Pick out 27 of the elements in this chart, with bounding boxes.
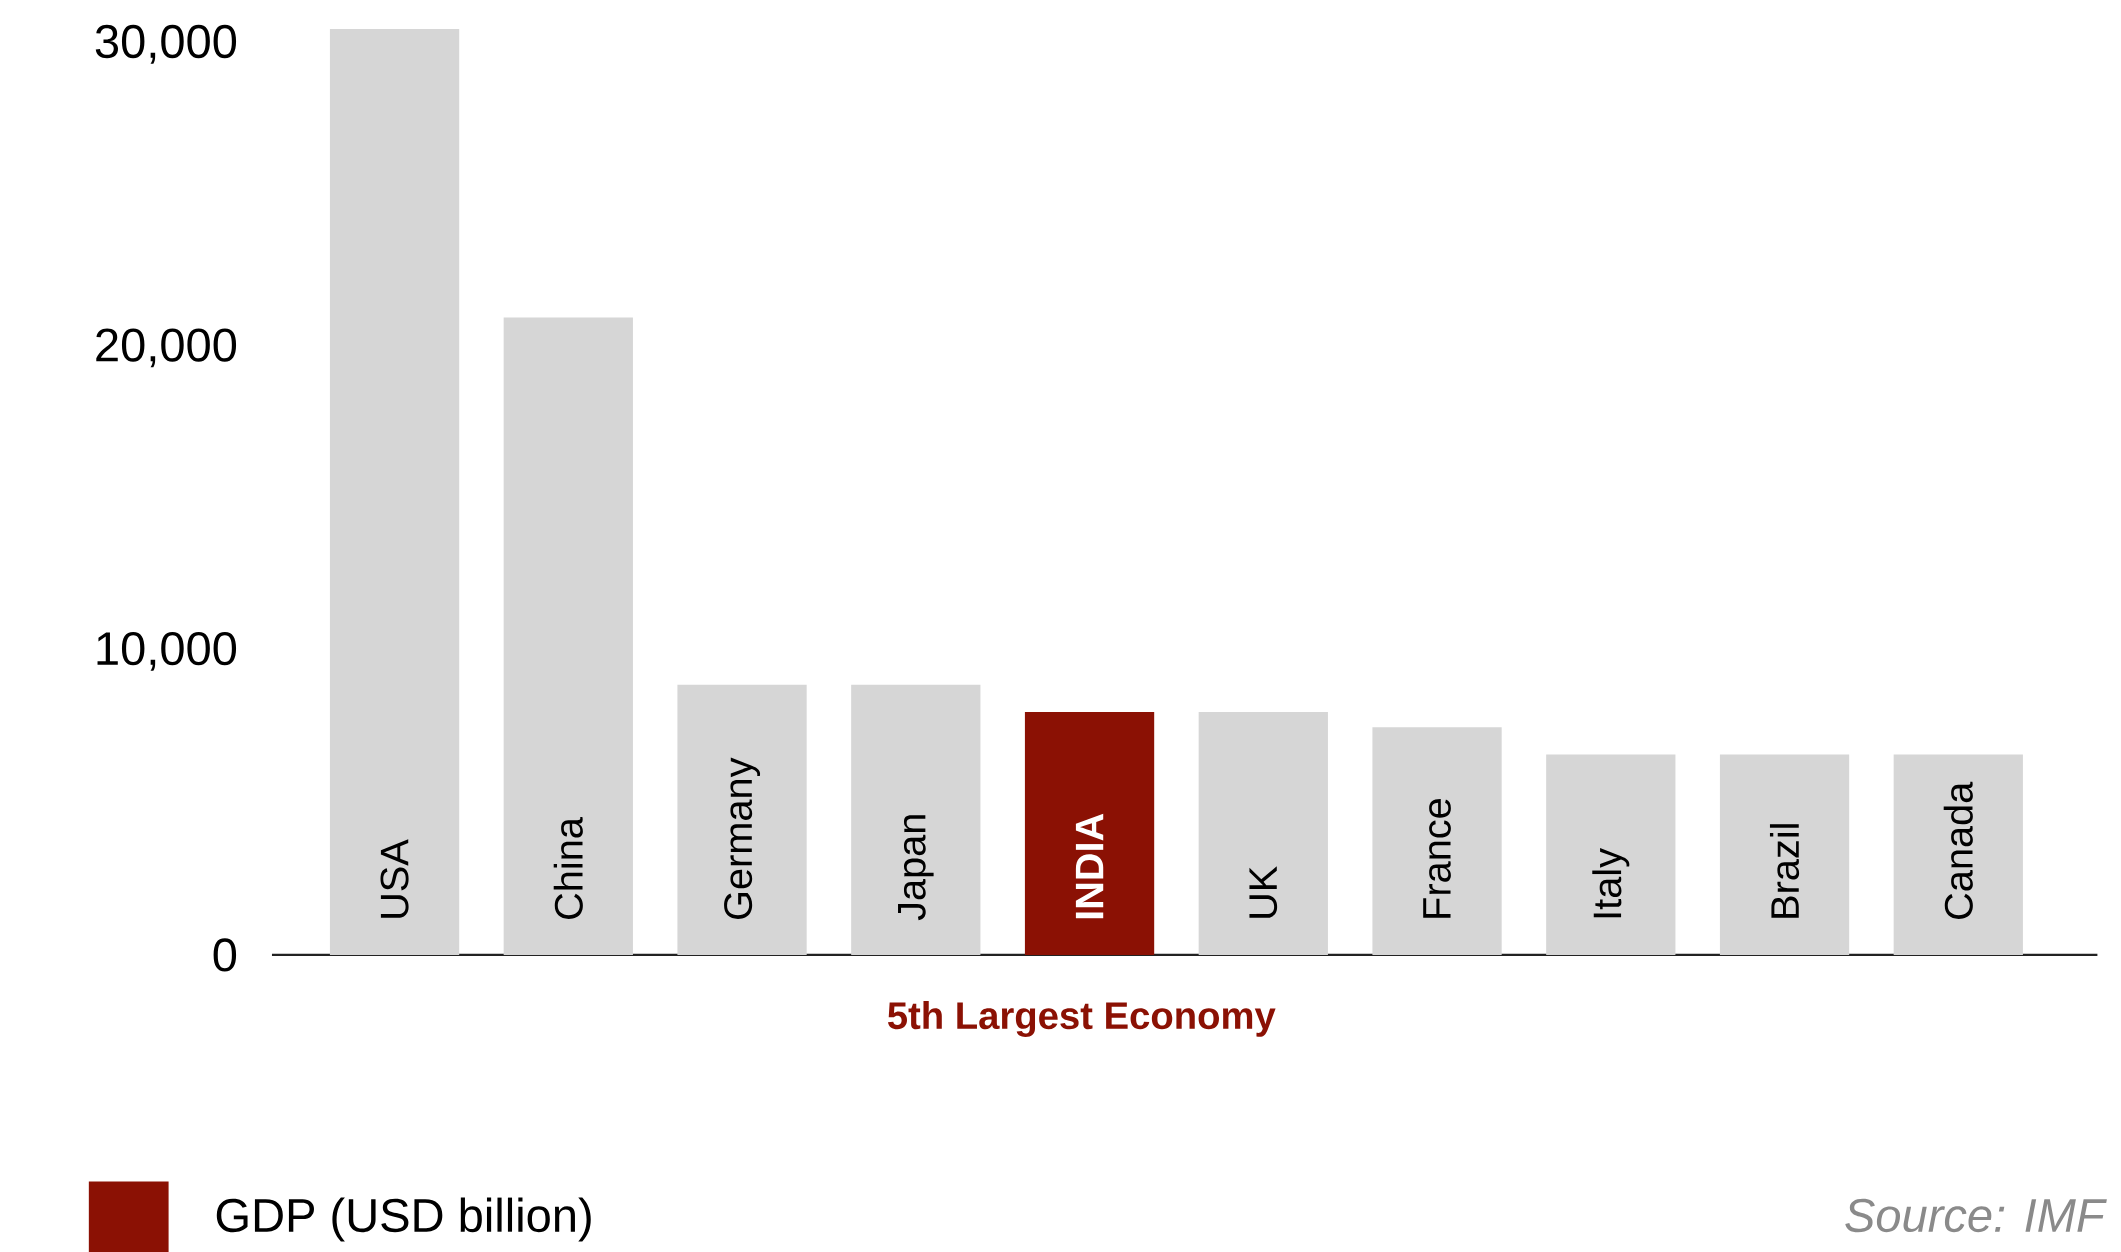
bar [1719, 754, 1850, 955]
y-tick-label: 30,000 [95, 24, 237, 64]
x-tick-label: Canada [1943, 781, 1973, 919]
bar [1198, 711, 1328, 955]
x-tick-label: Brazil [1769, 824, 1800, 918]
text: 5th Largest Economy [887, 1000, 1276, 1037]
bar [1024, 711, 1155, 955]
x-tick-label: USA [380, 839, 409, 918]
source-note: Source: IMF [1845, 1198, 2107, 1232]
x-tick-label: INDIA [1075, 813, 1104, 919]
bar [329, 28, 460, 955]
bar [1546, 754, 1676, 955]
y-tick-label: 20,000 [96, 328, 237, 368]
x-tick-label: Italy [1592, 847, 1630, 918]
legend-label: GDP (USD billion) [216, 1197, 591, 1242]
x-tick-label: UK [1249, 865, 1278, 918]
x-tick-label: Japan [898, 815, 934, 921]
bar [503, 317, 633, 955]
bar [1893, 754, 2023, 955]
x-tick-label: France [1423, 798, 1451, 918]
bar [1372, 727, 1502, 955]
x-tick-label: Germany [724, 757, 761, 919]
bar [851, 684, 981, 955]
bar [677, 684, 807, 955]
y-tick-label: 10,000 [97, 631, 237, 671]
y-tick-label: 0 [213, 938, 237, 972]
x-tick-label: China [553, 816, 583, 919]
